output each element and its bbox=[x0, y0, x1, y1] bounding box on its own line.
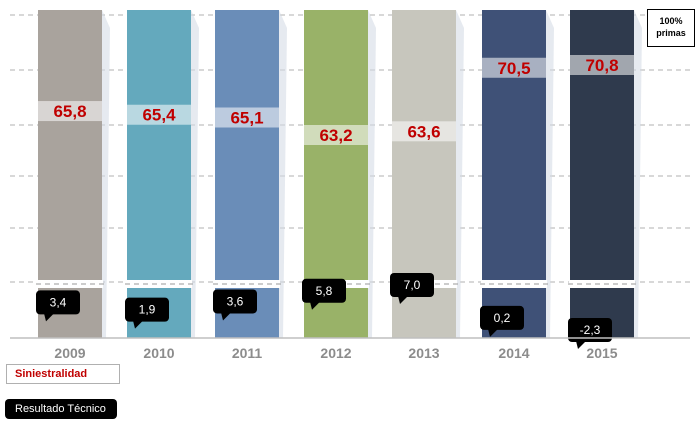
callout-pointer bbox=[488, 328, 498, 337]
resultado-label: 1,9 bbox=[139, 303, 156, 317]
bar bbox=[127, 10, 191, 338]
bar-shadow bbox=[368, 10, 376, 338]
callout-box bbox=[390, 273, 434, 297]
resultado-label: -2,3 bbox=[580, 323, 601, 337]
bar bbox=[215, 10, 279, 338]
resultado-callout: -2,3 bbox=[568, 318, 612, 349]
siniestralidad-band bbox=[304, 125, 368, 145]
x-tick-label: 2011 bbox=[232, 345, 263, 361]
bar-shadow bbox=[279, 10, 287, 338]
legend-resultado-tecnico: Resultado Técnico bbox=[5, 399, 117, 419]
bar-shadow bbox=[191, 10, 199, 338]
resultado-label: 0,2 bbox=[494, 311, 511, 325]
bar-group-2015: 70,8 -2,3 bbox=[568, 10, 642, 349]
siniestralidad-label: 65,8 bbox=[53, 102, 86, 121]
bar-split bbox=[37, 280, 103, 288]
callout-box bbox=[302, 278, 346, 303]
resultado-label: 7,0 bbox=[404, 278, 421, 292]
siniestralidad-label: 63,6 bbox=[407, 122, 440, 141]
resultado-callout: 3,6 bbox=[213, 289, 257, 321]
callout-box bbox=[568, 318, 612, 342]
callout-box bbox=[213, 289, 257, 314]
x-tick-labels: 2009 2010 2011 2012 2013 2014 2015 bbox=[54, 345, 617, 361]
callout-pointer bbox=[398, 296, 408, 304]
legend-siniestralidad: Siniestralidad bbox=[6, 364, 120, 384]
x-tick-label: 2009 bbox=[54, 345, 85, 361]
bar-shadow bbox=[456, 10, 464, 338]
callout-pointer bbox=[576, 341, 586, 349]
bar-group-2012: 63,2 5,8 bbox=[302, 10, 376, 338]
bar-shadow bbox=[634, 10, 642, 338]
siniestralidad-band bbox=[38, 101, 102, 122]
siniestralidad-label: 70,5 bbox=[497, 59, 530, 78]
siniestralidad-band bbox=[215, 107, 279, 128]
bar-shadow bbox=[546, 10, 554, 338]
x-tick-label: 2015 bbox=[586, 345, 617, 361]
resultado-label: 5,8 bbox=[316, 284, 333, 298]
callout-pointer bbox=[221, 312, 231, 321]
siniestralidad-label: 65,1 bbox=[230, 109, 263, 128]
siniestralidad-label: 63,2 bbox=[319, 126, 352, 145]
bar-group-2014: 70,5 0,2 bbox=[480, 10, 554, 338]
siniestralidad-band bbox=[127, 104, 191, 125]
resultado-callout: 5,8 bbox=[302, 278, 346, 310]
x-tick-label: 2013 bbox=[408, 345, 439, 361]
bar-split bbox=[126, 280, 192, 288]
siniestralidad-band bbox=[482, 57, 546, 78]
siniestralidad-band bbox=[570, 55, 634, 75]
resultado-label: 3,6 bbox=[227, 294, 244, 308]
x-tick-label: 2014 bbox=[498, 345, 529, 361]
bar-shadow bbox=[102, 10, 110, 338]
resultado-callout: 3,4 bbox=[36, 290, 80, 322]
callout-box bbox=[125, 297, 169, 322]
unit-label: 100% primas bbox=[647, 9, 695, 47]
callout-box bbox=[480, 305, 524, 330]
siniestralidad-label: 65,4 bbox=[142, 106, 176, 125]
bars: 65,8 3,4 65,4 1,9 65,1 3,6 63,2 5,8 63,6 7,0 70,5 0… bbox=[36, 10, 642, 349]
bar-split bbox=[569, 280, 635, 288]
callout-pointer bbox=[310, 301, 320, 310]
bar-split bbox=[214, 280, 280, 288]
siniestralidad-band bbox=[392, 121, 456, 142]
bar-group-2010: 65,4 1,9 bbox=[125, 10, 199, 338]
bar-group-2009: 65,8 3,4 bbox=[36, 10, 110, 338]
x-tick-label: 2010 bbox=[143, 345, 174, 361]
resultado-callout: 1,9 bbox=[125, 297, 169, 329]
bar-split bbox=[481, 280, 547, 288]
bar-group-2013: 63,6 7,0 bbox=[390, 10, 464, 338]
bar-group-2011: 65,1 3,6 bbox=[213, 10, 287, 338]
resultado-label: 3,4 bbox=[50, 295, 67, 309]
callout-box bbox=[36, 290, 80, 315]
resultado-callout: 7,0 bbox=[390, 273, 434, 304]
x-tick-label: 2012 bbox=[320, 345, 351, 361]
callout-pointer bbox=[133, 320, 143, 329]
callout-pointer bbox=[44, 313, 54, 322]
resultado-callout: 0,2 bbox=[480, 305, 524, 337]
siniestralidad-label: 70,8 bbox=[585, 56, 618, 75]
bar bbox=[38, 10, 102, 338]
